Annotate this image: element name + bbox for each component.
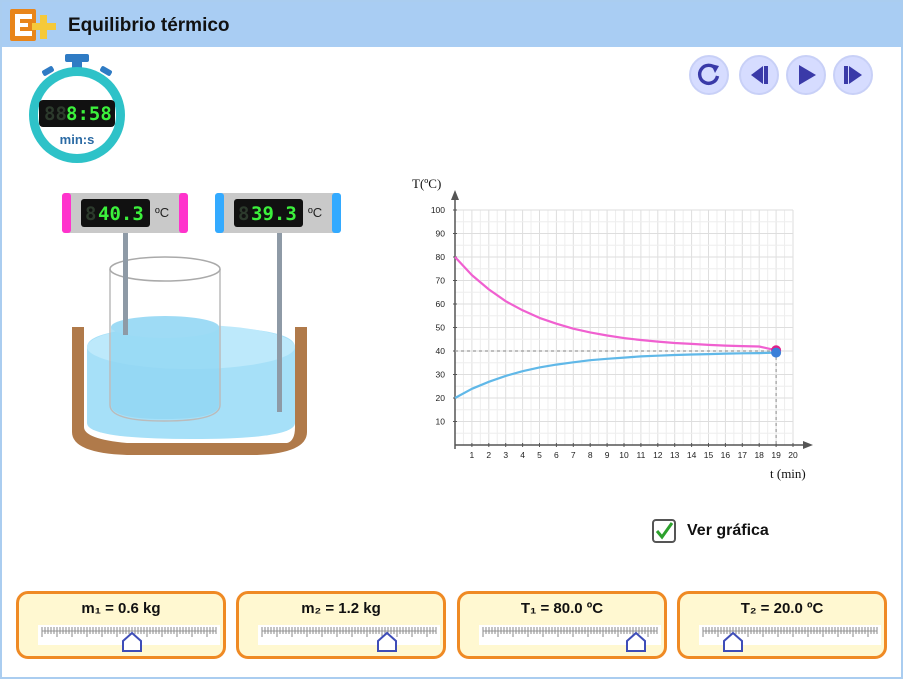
x-tick-label: 20 [788,450,798,460]
x-tick-label: 9 [605,450,610,460]
mass-2-slider-handle[interactable] [376,631,398,653]
y-tick-label: 70 [436,276,446,286]
thermometer-1-dim: 8 [85,203,96,225]
checkmark-icon [655,522,674,540]
y-tick-label: 10 [436,417,446,427]
chart-axes: 1 2 3 4 5 6 7 8 9 10 11 12 13 14 15 16 17 18 19 20102030405… [431,190,813,460]
stopwatch-display: 8:58 [66,103,112,125]
y-tick-label: 90 [436,229,446,239]
step-back-icon [751,66,768,84]
thermometer-2-reading: 39.3 [251,203,297,225]
title-bar: Equilibrio térmico [2,2,901,47]
x-tick-label: 18 [754,450,764,460]
y-tick-label: 80 [436,252,446,262]
inner-water [111,327,219,419]
temp-2-slider-handle[interactable] [722,631,744,653]
panel-temp-2: T₂ = 20.0 ºC [677,591,887,659]
reset-icon [697,63,720,86]
series-line-1 [454,256,777,352]
step-forward-button[interactable] [833,55,873,95]
cork-container [72,327,307,455]
x-tick-label: 4 [520,450,525,460]
x-tick-label: 7 [571,450,576,460]
y-tick-label: 60 [436,299,446,309]
panel-mass-1: m₁ = 0.6 kg [16,591,226,659]
mass-1-slider-handle[interactable] [121,631,143,653]
x-axis-arrow-icon [803,441,813,449]
chart-grid [454,209,794,446]
stopwatch-display-dim: 88 [44,103,67,125]
x-tick-label: 2 [486,450,491,460]
thermometer-2: 8 39.3 ºC [215,193,341,233]
y-tick-label: 50 [436,323,446,333]
calorimeter-apparatus: 8 40.3 ºC 8 39.3 ºC [62,193,341,455]
series-point-2 [771,347,782,358]
temperature-chart: 1 2 3 4 5 6 7 8 9 10 11 12 13 14 15 16 17 18 19 20102030405… [412,176,813,481]
temp-1-slider-handle[interactable] [625,631,647,653]
x-tick-label: 1 [470,450,475,460]
show-graph-label: Ver gráfica [687,522,769,539]
mass-1-label: m₁ = 0.6 kg [81,600,161,617]
mass-1-slider[interactable] [38,625,220,652]
thermometer-1-unit: ºC [155,205,169,220]
app-title: Equilibrio térmico [68,15,230,36]
panel-temp-1: T₁ = 80.0 ºC [457,591,667,659]
x-tick-label: 11 [636,450,645,460]
temp-1-slider[interactable] [479,625,661,652]
x-tick-label: 13 [670,450,680,460]
temp-2-label: T₂ = 20.0 ºC [740,600,824,617]
stopwatch: 88 8:58 min:s [29,54,125,163]
stopwatch-unit: min:s [60,132,95,147]
x-tick-label: 8 [588,450,593,460]
thermometer-2-dim: 8 [238,203,249,225]
series-line-2 [454,351,777,399]
panel-mass-2: m₂ = 1.2 kg [236,591,446,659]
x-tick-label: 6 [554,450,559,460]
x-tick-label: 15 [704,450,714,460]
step-back-button[interactable] [739,55,779,95]
play-icon [799,65,816,85]
thermometer-2-unit: ºC [308,205,322,220]
chart-series [454,256,782,445]
x-tick-label: 5 [537,450,542,460]
x-tick-label: 12 [653,450,663,460]
thermometer-1: 8 40.3 ºC [62,193,188,233]
y-axis-arrow-icon [451,190,459,200]
y-tick-label: 40 [436,346,446,356]
show-graph-checkbox[interactable] [652,519,676,543]
x-tick-label: 10 [619,450,629,460]
logo-icon [10,9,56,41]
play-button[interactable] [786,55,826,95]
reset-button[interactable] [689,55,729,95]
temp-1-label: T₁ = 80.0 ºC [520,600,604,617]
chart-x-axis-label: t (min) [770,466,806,481]
mass-2-slider[interactable] [258,625,440,652]
x-tick-label: 14 [687,450,697,460]
step-forward-icon [844,66,862,84]
y-tick-label: 100 [431,205,445,215]
x-tick-label: 17 [738,450,748,460]
y-tick-label: 30 [436,370,446,380]
temp-2-slider[interactable] [699,625,881,652]
x-tick-label: 19 [771,450,781,460]
y-tick-label: 20 [436,393,446,403]
x-tick-label: 3 [503,450,508,460]
mass-2-label: m₂ = 1.2 kg [301,600,381,617]
thermometer-1-reading: 40.3 [98,203,144,225]
chart-y-axis-label: T(ºC) [412,176,441,191]
x-tick-label: 16 [721,450,731,460]
